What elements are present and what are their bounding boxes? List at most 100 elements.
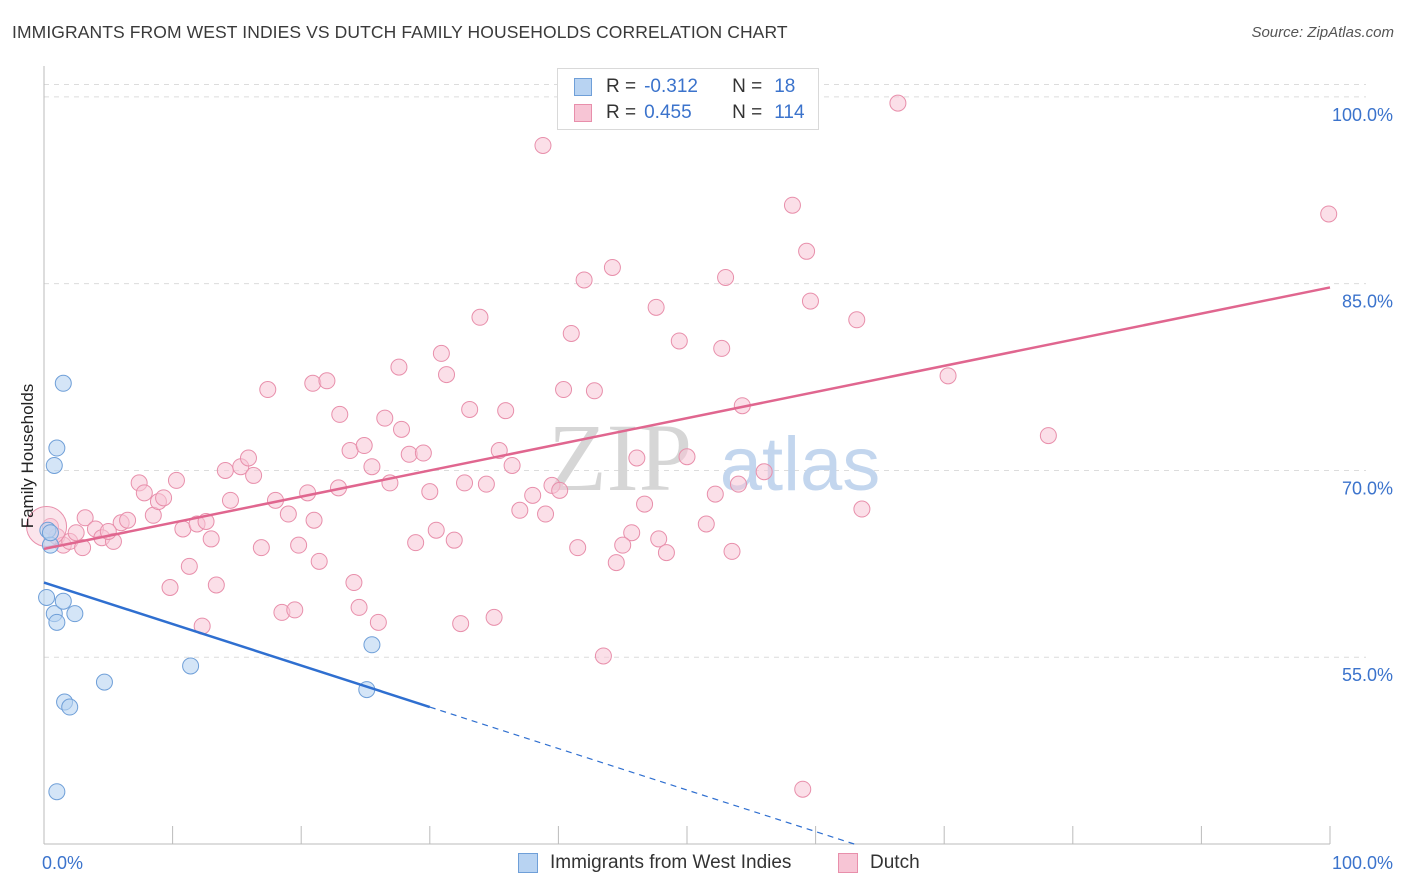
dutch-point bbox=[167, 471, 185, 489]
legend-label: Dutch bbox=[870, 852, 920, 873]
dutch-point bbox=[390, 358, 408, 376]
dutch-point bbox=[503, 456, 521, 474]
dutch-point bbox=[452, 615, 470, 633]
dutch-point bbox=[456, 474, 474, 492]
dutch-point bbox=[485, 608, 503, 626]
dutch-point bbox=[369, 613, 387, 631]
dutch-point bbox=[221, 491, 239, 509]
dutch-point bbox=[555, 381, 573, 399]
dutch-point bbox=[400, 445, 418, 463]
dutch-point bbox=[376, 409, 394, 427]
dutch-point bbox=[636, 495, 654, 513]
stats-row-west-indies: R = -0.312 N = 18 bbox=[574, 74, 795, 100]
y-tick-label: 70.0% bbox=[1342, 478, 1393, 498]
dutch-point bbox=[623, 524, 641, 542]
watermark: ZIP atlas bbox=[548, 404, 880, 511]
legend-swatch-pink bbox=[838, 853, 858, 873]
dutch-point bbox=[569, 539, 587, 557]
dutch-point bbox=[286, 601, 304, 619]
x-tick-label: 100.0% bbox=[1332, 853, 1393, 873]
dutch-point bbox=[207, 576, 225, 594]
dutch-point bbox=[628, 449, 646, 467]
x-tick-label: 0.0% bbox=[42, 853, 83, 873]
dutch-point bbox=[534, 136, 552, 154]
dutch-point bbox=[794, 780, 812, 798]
west-indies-point bbox=[38, 588, 56, 606]
dutch-point bbox=[1039, 427, 1057, 445]
axes bbox=[43, 66, 1331, 845]
dutch-point bbox=[723, 542, 741, 560]
stats-legend: R = -0.312 N = 18 R = 0.455 N = 114 bbox=[557, 68, 819, 130]
dutch-point bbox=[848, 311, 866, 329]
tick-labels: 55.0% 70.0% 85.0% 100.0% 0.0% 100.0% bbox=[42, 105, 1393, 873]
dutch-point bbox=[350, 598, 368, 616]
dutch-point bbox=[74, 539, 92, 557]
source-credit: Source: ZipAtlas.com bbox=[1251, 24, 1394, 41]
west-indies-point bbox=[95, 673, 113, 691]
dutch-point bbox=[678, 448, 696, 466]
west-indies-points bbox=[38, 374, 381, 801]
dutch-point bbox=[801, 292, 819, 310]
dutch-point bbox=[393, 420, 411, 438]
west-indies-point bbox=[48, 439, 66, 457]
dutch-point bbox=[575, 271, 593, 289]
legend-swatch-blue bbox=[518, 853, 538, 873]
n-value: 18 bbox=[774, 76, 796, 97]
west-indies-point bbox=[41, 524, 59, 542]
west-indies-trend-extension bbox=[429, 706, 855, 845]
dutch-point bbox=[603, 258, 621, 276]
west-indies-trend-line bbox=[43, 581, 431, 709]
dutch-point bbox=[245, 466, 263, 484]
dutch-point bbox=[180, 557, 198, 575]
dutch-point bbox=[889, 94, 907, 112]
dutch-point bbox=[305, 511, 323, 529]
dutch-point bbox=[697, 515, 715, 533]
r-value: -0.312 bbox=[644, 76, 698, 97]
n-value: 114 bbox=[774, 102, 805, 123]
west-indies-point bbox=[54, 374, 72, 392]
dutch-point bbox=[155, 489, 173, 507]
r-label: R = bbox=[606, 102, 637, 123]
dutch-point bbox=[471, 308, 489, 326]
dutch-point bbox=[939, 367, 957, 385]
legend-swatch-blue bbox=[574, 78, 592, 96]
r-value: 0.455 bbox=[644, 102, 692, 123]
dutch-point bbox=[438, 366, 456, 384]
dutch-point bbox=[304, 374, 322, 392]
dutch-point bbox=[562, 324, 580, 342]
watermark-zip: ZIP bbox=[548, 404, 692, 511]
dutch-point bbox=[355, 437, 373, 455]
dutch-point bbox=[445, 531, 463, 549]
dutch-point bbox=[239, 449, 257, 467]
chart-title: IMMIGRANTS FROM WEST INDIES VS DUTCH FAM… bbox=[12, 22, 788, 42]
dutch-point bbox=[432, 344, 450, 362]
dutch-point bbox=[76, 509, 94, 527]
dutch-point bbox=[647, 298, 665, 316]
dutch-point bbox=[461, 400, 479, 418]
dutch-point bbox=[161, 578, 179, 596]
dutch-point bbox=[1320, 205, 1338, 223]
y-tick-label: 55.0% bbox=[1342, 665, 1393, 685]
dutch-point bbox=[119, 511, 137, 529]
west-indies-point bbox=[61, 698, 79, 716]
dutch-point bbox=[783, 196, 801, 214]
dutch-point bbox=[650, 530, 668, 548]
dutch-point bbox=[259, 381, 277, 399]
dutch-point bbox=[524, 486, 542, 504]
dutch-point bbox=[216, 461, 234, 479]
stats-row-dutch: R = 0.455 N = 114 bbox=[574, 100, 805, 126]
legend-item-west-indies: Immigrants from West Indies bbox=[518, 852, 791, 874]
dutch-point bbox=[407, 534, 425, 552]
dutch-point bbox=[497, 402, 515, 420]
dutch-point bbox=[670, 332, 688, 350]
dutch-point bbox=[853, 500, 871, 518]
west-indies-point bbox=[54, 592, 72, 610]
dutch-point bbox=[345, 574, 363, 592]
dutch-point bbox=[341, 442, 359, 460]
west-indies-point bbox=[48, 783, 66, 801]
legend-swatch-pink bbox=[574, 104, 592, 122]
dutch-point bbox=[299, 484, 317, 502]
dutch-point bbox=[279, 505, 297, 523]
dutch-point bbox=[363, 458, 381, 476]
